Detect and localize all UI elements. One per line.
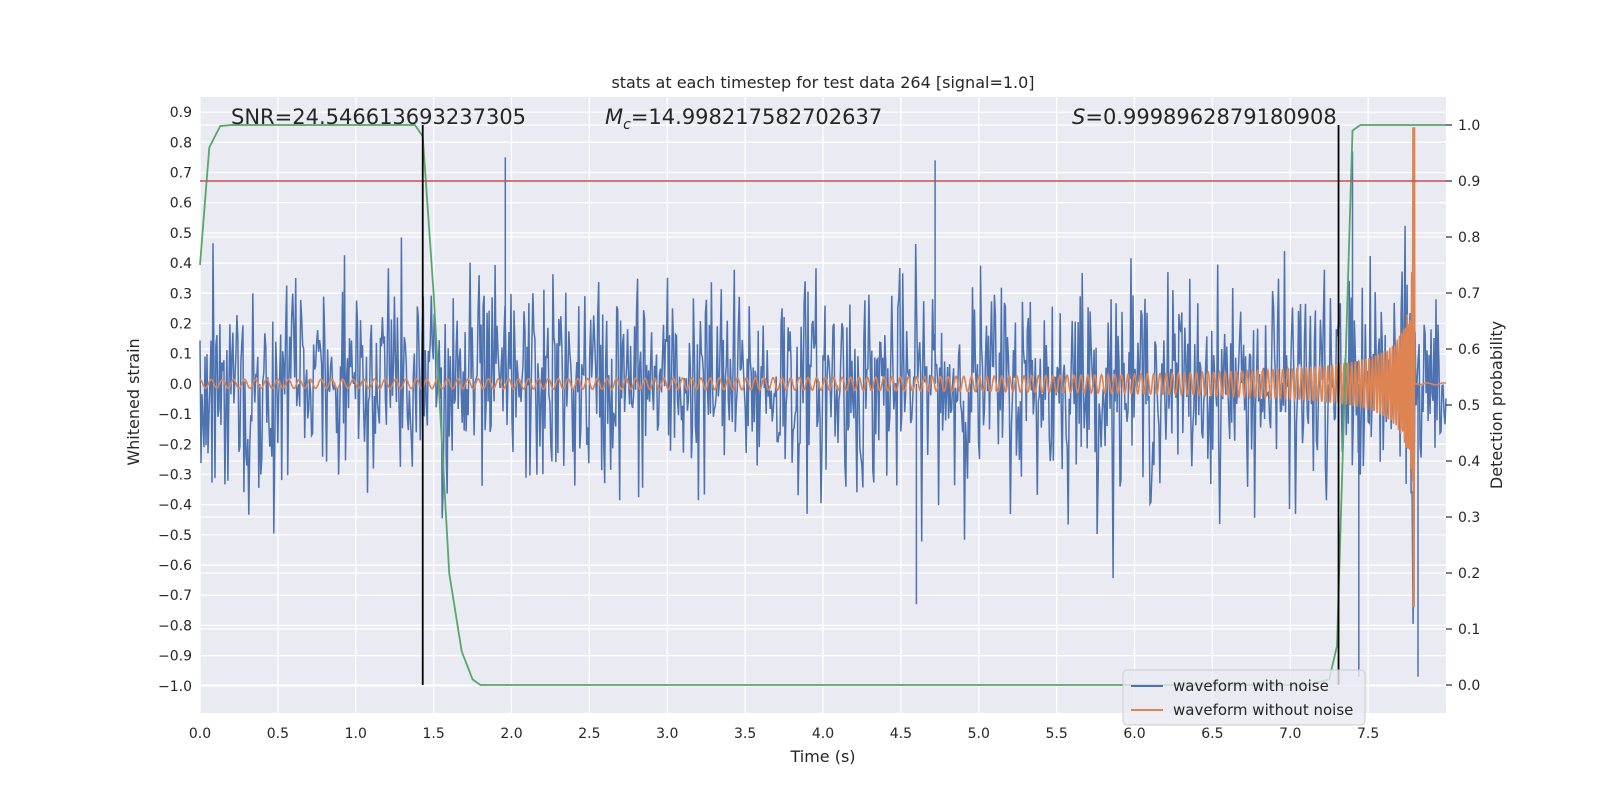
y-left-tick-label: 0.7 — [170, 165, 192, 181]
x-tick-label: 7.0 — [1279, 726, 1301, 742]
x-axis-label: Time (s) — [789, 747, 855, 766]
detection-probability-series — [199, 124, 1446, 686]
waveform-without-noise-series — [199, 127, 1447, 608]
y-right-tick-label: 0.7 — [1458, 286, 1480, 302]
y-right-tick-label: 1.0 — [1458, 118, 1480, 134]
x-tick-label: 7.5 — [1357, 726, 1379, 742]
x-tick-label: 3.5 — [734, 726, 756, 742]
x-tick-label: 5.5 — [1045, 726, 1067, 742]
x-tick-label: 0.0 — [189, 726, 211, 742]
y-left-axis-label: Whitened strain — [124, 338, 143, 465]
x-tick-label: 6.5 — [1201, 726, 1223, 742]
score-value: =0.9998962879180908 — [1085, 105, 1336, 129]
x-tick-label: 1.5 — [422, 726, 444, 742]
y-left-tick-label: 0.5 — [170, 226, 192, 242]
y-left-tick-label: −0.6 — [158, 558, 192, 574]
y-right-tick-label: 0.5 — [1458, 398, 1480, 414]
x-axis-ticks: 0.0 0.5 1.0 1.5 2.0 2.5 3.0 3.5 4.0 4.5 5.0 5.5 6.0 6… — [189, 726, 1379, 742]
chirp-mass-symbol: M — [605, 105, 623, 129]
y-right-tick-label: 0.3 — [1458, 510, 1480, 526]
y-right-tick-label: 0.6 — [1458, 342, 1480, 358]
y-left-tick-label: −1.0 — [158, 679, 192, 695]
y-right-tick-label: 0.0 — [1458, 678, 1480, 694]
y-left-tick-label: −0.2 — [158, 437, 192, 453]
y-left-tick-label: 0.1 — [170, 347, 192, 363]
y-left-tick-label: 0.8 — [170, 135, 192, 151]
x-tick-label: 1.0 — [345, 726, 367, 742]
y-left-tick-label: 0.0 — [170, 377, 192, 393]
snr-annotation: SNR=24.546613693237305 — [231, 105, 526, 129]
chirp-mass-subscript: c — [623, 117, 631, 133]
legend-label-noise: waveform with noise — [1173, 677, 1329, 695]
y-right-tick-label: 0.2 — [1458, 566, 1480, 582]
noise-line — [199, 151, 1447, 677]
x-tick-label: 5.0 — [968, 726, 990, 742]
chart-title: stats at each timestep for test data 264… — [611, 73, 1034, 92]
waveform-with-noise-series — [199, 151, 1447, 677]
score-symbol: S — [1072, 105, 1085, 129]
probability-line — [199, 124, 1446, 686]
chirp-mass-value: =14.998217582702637 — [631, 105, 882, 129]
y-left-tick-label: −0.8 — [158, 618, 192, 634]
x-tick-label: 6.0 — [1123, 726, 1145, 742]
y-right-tick-label: 0.8 — [1458, 230, 1480, 246]
y-right-tick-label: 0.9 — [1458, 174, 1480, 190]
y-right-axis-ticks: 1.0 0.9 0.8 0.7 0.6 0.5 0.4 0.3 0.2 0.1 0.0 — [1446, 118, 1480, 694]
y-left-tick-label: 0.6 — [170, 196, 192, 212]
y-right-tick-label: 0.1 — [1458, 622, 1480, 638]
reference-lines — [200, 125, 1446, 685]
x-tick-label: 0.5 — [267, 726, 289, 742]
x-tick-label: 4.0 — [812, 726, 834, 742]
legend-label-signal: waveform without noise — [1173, 701, 1353, 719]
legend-box — [1122, 669, 1366, 726]
x-tick-label: 3.0 — [656, 726, 678, 742]
y-left-tick-label: 0.2 — [170, 316, 192, 332]
signal-line — [199, 127, 1447, 608]
x-tick-label: 2.5 — [578, 726, 600, 742]
y-right-tick-label: 0.4 — [1458, 454, 1480, 470]
y-left-tick-label: 0.3 — [170, 286, 192, 302]
y-left-tick-label: −0.9 — [158, 649, 192, 665]
legend: waveform with noise waveform without noi… — [1122, 669, 1366, 726]
y-left-axis-ticks: 0.9 0.8 0.7 0.6 0.5 0.4 0.3 0.2 0.1 0.0 −0.1 −0.2 −0… — [158, 105, 192, 695]
chirp-mass-annotation: Mc=14.998217582702637 — [605, 105, 882, 133]
y-right-axis-label: Detection probability — [1487, 321, 1506, 489]
x-tick-label: 2.0 — [500, 726, 522, 742]
y-left-tick-label: −0.7 — [158, 588, 192, 604]
x-tick-label: 4.5 — [890, 726, 912, 742]
y-left-tick-label: −0.5 — [158, 528, 192, 544]
score-annotation: S=0.9998962879180908 — [1072, 105, 1337, 129]
y-left-tick-label: −0.3 — [158, 467, 192, 483]
y-left-tick-label: 0.4 — [170, 256, 192, 272]
y-left-tick-label: −0.4 — [158, 498, 192, 514]
y-left-tick-label: −0.1 — [158, 407, 192, 423]
y-left-tick-label: 0.9 — [170, 105, 192, 121]
